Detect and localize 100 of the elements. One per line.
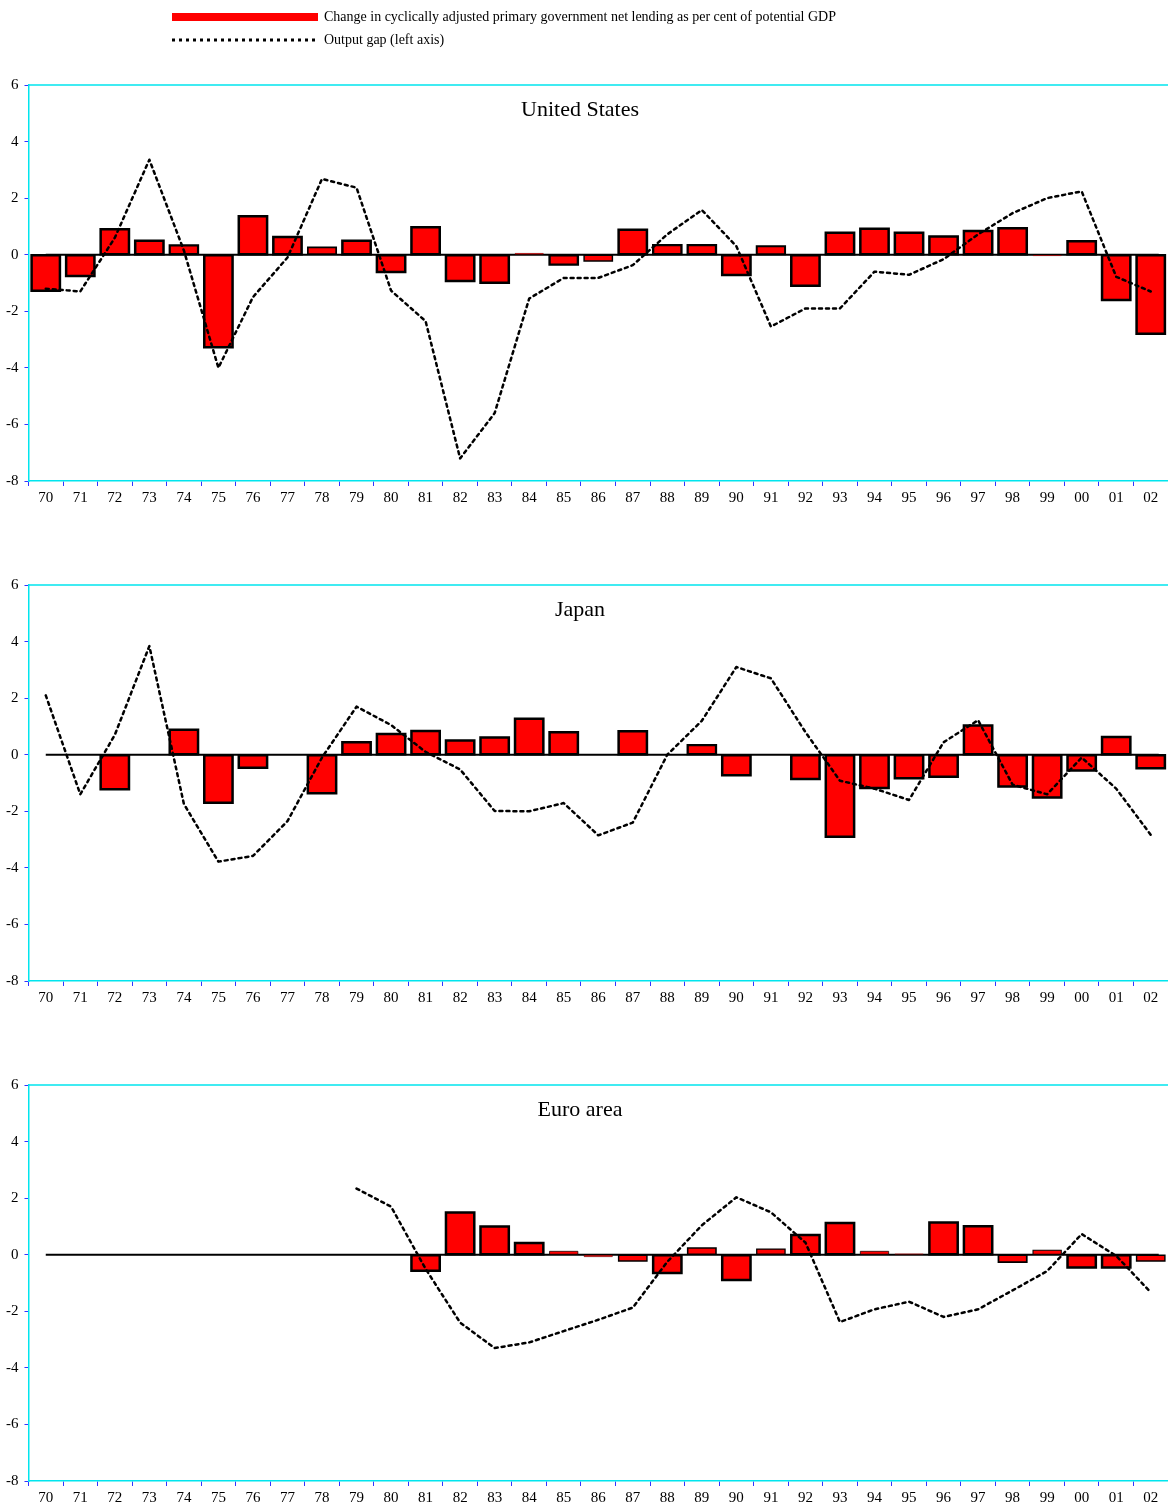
x-tick-label: 72 bbox=[107, 1488, 123, 1502]
x-tick-label: 79 bbox=[349, 988, 365, 1005]
x-tick-label: 01 bbox=[1108, 988, 1124, 1005]
x-tick-label: 90 bbox=[728, 988, 744, 1005]
x-tick-label: 93 bbox=[832, 488, 848, 505]
x-tick-label: 00 bbox=[1074, 1488, 1090, 1502]
x-tick-label: 97 bbox=[970, 488, 987, 505]
x-tick-label: 71 bbox=[72, 988, 88, 1005]
x-tick-label: 01 bbox=[1108, 488, 1124, 505]
x-tick-label: 89 bbox=[694, 488, 710, 505]
x-tick-label: 87 bbox=[625, 488, 641, 505]
x-tick-label: 00 bbox=[1074, 488, 1090, 505]
x-tick-label: 80 bbox=[383, 1488, 399, 1502]
y-tick-label: 4 bbox=[11, 1132, 19, 1149]
text: Euro area bbox=[537, 1095, 623, 1121]
x-tick-label: 73 bbox=[141, 988, 157, 1005]
y-tick-label: -6 bbox=[6, 415, 19, 432]
x-tick-label: 95 bbox=[901, 1488, 917, 1502]
x-tick-label: 98 bbox=[1005, 1488, 1021, 1502]
x-tick-label: 83 bbox=[487, 1488, 503, 1502]
x-tick-label: 89 bbox=[694, 988, 710, 1005]
x-tick-label: 81 bbox=[418, 1488, 434, 1502]
x-tick-label: 74 bbox=[176, 988, 192, 1005]
x-tick-label: 91 bbox=[763, 988, 779, 1005]
x-tick-label: 90 bbox=[728, 1488, 744, 1502]
y-tick-label: -4 bbox=[6, 858, 19, 875]
text: Japan bbox=[554, 595, 606, 621]
x-tick-label: 96 bbox=[936, 488, 952, 505]
x-tick-label: 82 bbox=[452, 1488, 468, 1502]
x-tick-label: 01 bbox=[1108, 1488, 1124, 1502]
x-tick-label: 00 bbox=[1074, 988, 1090, 1005]
x-tick-label: 02 bbox=[1143, 1488, 1159, 1502]
x-tick-label: 74 bbox=[176, 1488, 192, 1502]
x-tick-label: 84 bbox=[521, 988, 538, 1005]
x-tick-label: 98 bbox=[1005, 988, 1021, 1005]
y-tick-label: 0 bbox=[11, 1245, 19, 1262]
x-tick-label: 86 bbox=[590, 1488, 607, 1502]
y-tick-label: -8 bbox=[6, 471, 19, 488]
x-tick-label: 87 bbox=[625, 988, 641, 1005]
x-tick-label: 94 bbox=[866, 988, 883, 1005]
x-tick-label: 99 bbox=[1039, 488, 1055, 505]
x-tick-label: 78 bbox=[314, 988, 330, 1005]
x-tick-label: 91 bbox=[763, 488, 779, 505]
y-tick-label: -8 bbox=[6, 971, 19, 988]
x-tick-label: 91 bbox=[763, 1488, 779, 1502]
x-tick-label: 02 bbox=[1143, 988, 1159, 1005]
x-tick-label: 73 bbox=[141, 1488, 157, 1502]
x-tick-label: 81 bbox=[418, 488, 434, 505]
x-tick-label: 72 bbox=[107, 988, 123, 1005]
x-tick-label: 88 bbox=[659, 488, 675, 505]
x-tick-label: 85 bbox=[556, 988, 572, 1005]
x-tick-label: 70 bbox=[38, 988, 54, 1005]
x-tick-label: 71 bbox=[72, 1488, 88, 1502]
x-tick-label: 74 bbox=[176, 488, 192, 505]
x-tick-label: 88 bbox=[659, 988, 675, 1005]
x-tick-label: 79 bbox=[349, 488, 365, 505]
x-tick-label: 80 bbox=[383, 488, 399, 505]
x-tick-label: 85 bbox=[556, 488, 572, 505]
x-tick-label: 92 bbox=[797, 1488, 813, 1502]
x-tick-label: 89 bbox=[694, 1488, 710, 1502]
x-tick-label: 84 bbox=[521, 1488, 538, 1502]
x-tick-label: 94 bbox=[866, 488, 883, 505]
y-tick-label: -4 bbox=[6, 358, 19, 375]
y-tick-label: 6 bbox=[11, 1075, 19, 1092]
x-tick-label: 83 bbox=[487, 988, 503, 1005]
x-tick-label: 78 bbox=[314, 488, 330, 505]
x-tick-label: 80 bbox=[383, 988, 399, 1005]
x-tick-label: 93 bbox=[832, 1488, 848, 1502]
x-tick-label: 94 bbox=[866, 1488, 883, 1502]
x-tick-label: 83 bbox=[487, 488, 503, 505]
x-tick-label: 84 bbox=[521, 488, 538, 505]
x-tick-label: 76 bbox=[245, 988, 261, 1005]
x-tick-label: 71 bbox=[72, 488, 88, 505]
y-tick-label: 2 bbox=[11, 1189, 19, 1206]
x-tick-label: 77 bbox=[279, 1488, 296, 1502]
y-tick-label: -4 bbox=[6, 1358, 19, 1375]
text: United States bbox=[521, 95, 639, 121]
x-tick-label: 75 bbox=[210, 1488, 226, 1502]
y-tick-label: -2 bbox=[6, 802, 19, 819]
y-tick-label: 4 bbox=[11, 132, 19, 149]
y-tick-label: -2 bbox=[6, 302, 19, 319]
x-tick-label: 75 bbox=[210, 488, 226, 505]
x-tick-label: 95 bbox=[901, 488, 917, 505]
y-tick-label: 2 bbox=[11, 189, 19, 206]
y-tick-label: -8 bbox=[6, 1471, 19, 1488]
x-tick-label: 82 bbox=[452, 488, 468, 505]
x-tick-label: 95 bbox=[901, 988, 917, 1005]
x-tick-label: 98 bbox=[1005, 488, 1021, 505]
y-tick-label: -6 bbox=[6, 915, 19, 932]
x-tick-label: 02 bbox=[1143, 488, 1159, 505]
x-tick-label: 86 bbox=[590, 488, 607, 505]
x-tick-label: 96 bbox=[936, 1488, 952, 1502]
y-tick-label: 0 bbox=[11, 745, 19, 762]
x-tick-label: 97 bbox=[970, 988, 987, 1005]
x-tick-label: 99 bbox=[1039, 1488, 1055, 1502]
x-tick-label: 78 bbox=[314, 1488, 330, 1502]
x-tick-label: 70 bbox=[38, 1488, 54, 1502]
x-tick-label: 76 bbox=[245, 1488, 261, 1502]
x-tick-label: 96 bbox=[936, 988, 952, 1005]
legend-label: Change in cyclically adjusted primary government net lending as per cent of potential GDP bbox=[324, 8, 837, 24]
